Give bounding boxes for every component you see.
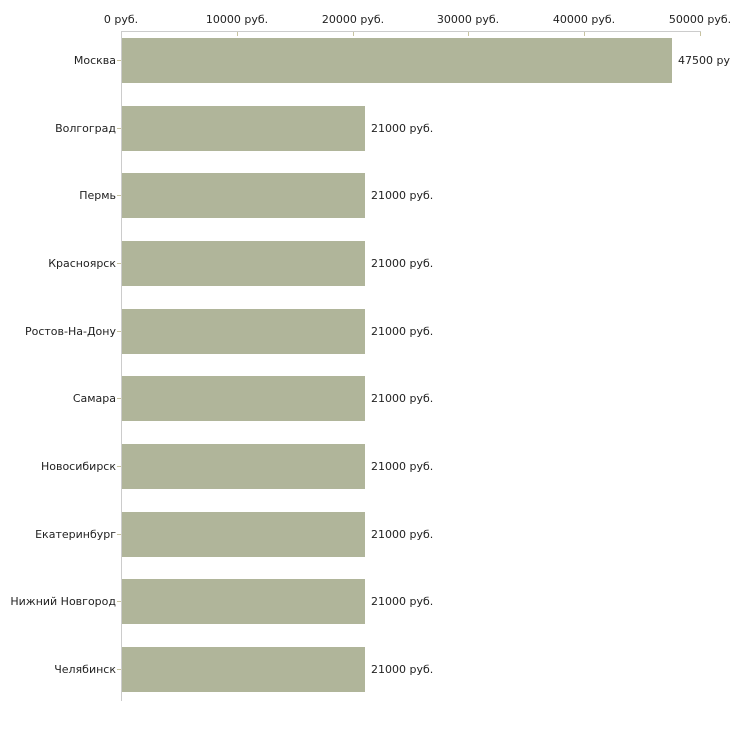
y-axis-line bbox=[121, 31, 122, 701]
category-tick-mark bbox=[117, 128, 121, 129]
category-label: Самара bbox=[72, 392, 116, 405]
category-label: Красноярск bbox=[48, 257, 116, 270]
x-axis-tick-mark bbox=[353, 32, 354, 36]
value-label: 47500 руб. bbox=[678, 54, 730, 67]
x-axis-tick-label: 20000 руб. bbox=[321, 13, 385, 26]
bar bbox=[122, 512, 365, 557]
bar bbox=[122, 173, 365, 218]
bar bbox=[122, 647, 365, 692]
category-label: Ростов-На-Дону bbox=[24, 325, 116, 338]
category-tick-mark bbox=[117, 669, 121, 670]
x-axis-tick-label: 50000 руб. bbox=[668, 13, 730, 26]
value-label: 21000 руб. bbox=[371, 257, 434, 270]
bar bbox=[122, 241, 365, 286]
bar bbox=[122, 579, 365, 624]
category-label: Новосибирск bbox=[40, 460, 116, 473]
category-tick-mark bbox=[117, 534, 121, 535]
x-axis-tick-mark bbox=[700, 32, 701, 36]
bar bbox=[122, 309, 365, 354]
category-tick-mark bbox=[117, 60, 121, 61]
category-label: Екатеринбург bbox=[35, 528, 116, 541]
category-label: Пермь bbox=[79, 189, 116, 202]
value-label: 21000 руб. bbox=[371, 595, 434, 608]
x-axis-tick-label: 0 руб. bbox=[103, 13, 139, 26]
category-tick-mark bbox=[117, 263, 121, 264]
value-label: 21000 руб. bbox=[371, 460, 434, 473]
category-tick-mark bbox=[117, 398, 121, 399]
category-label: Волгоград bbox=[55, 122, 116, 135]
x-axis-tick-label: 40000 руб. bbox=[552, 13, 616, 26]
value-label: 21000 руб. bbox=[371, 122, 434, 135]
category-tick-mark bbox=[117, 466, 121, 467]
x-axis-tick-mark bbox=[237, 32, 238, 36]
bar bbox=[122, 106, 365, 151]
x-axis-tick-label: 30000 руб. bbox=[436, 13, 500, 26]
value-label: 21000 руб. bbox=[371, 392, 434, 405]
bar bbox=[122, 38, 672, 83]
x-axis-tick-label: 10000 руб. bbox=[205, 13, 269, 26]
value-label: 21000 руб. bbox=[371, 189, 434, 202]
bar bbox=[122, 376, 365, 421]
value-label: 21000 руб. bbox=[371, 528, 434, 541]
category-label: Челябинск bbox=[54, 663, 116, 676]
category-tick-mark bbox=[117, 195, 121, 196]
category-label: Нижний Новгород bbox=[10, 595, 116, 608]
category-tick-mark bbox=[117, 601, 121, 602]
x-axis-line bbox=[121, 31, 701, 32]
category-label: Москва bbox=[73, 54, 116, 67]
value-label: 21000 руб. bbox=[371, 663, 434, 676]
value-label: 21000 руб. bbox=[371, 325, 434, 338]
category-tick-mark bbox=[117, 331, 121, 332]
bar bbox=[122, 444, 365, 489]
x-axis-tick-mark bbox=[468, 32, 469, 36]
x-axis-tick-mark bbox=[584, 32, 585, 36]
